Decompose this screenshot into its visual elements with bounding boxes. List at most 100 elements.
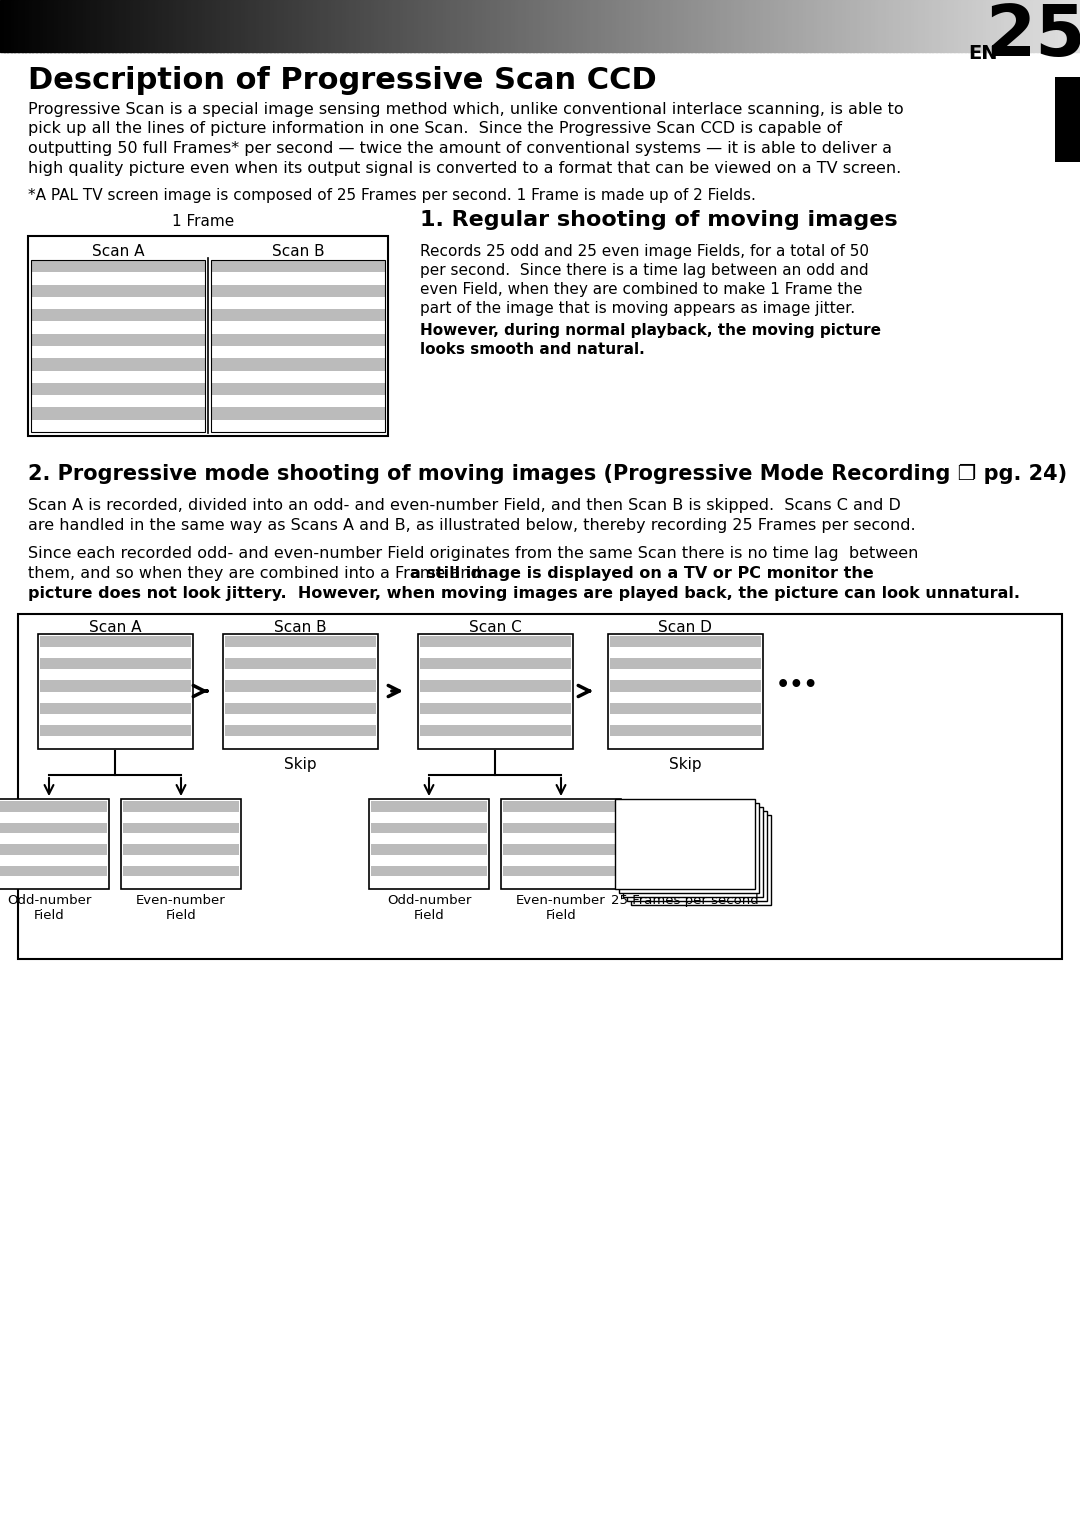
Bar — [617, 834, 753, 845]
Bar — [756, 0, 760, 52]
Bar — [1026, 0, 1030, 52]
Bar — [38, 635, 193, 750]
Bar — [225, 702, 376, 714]
Bar — [31, 408, 205, 420]
Bar — [342, 0, 347, 52]
Bar — [954, 0, 959, 52]
Bar — [420, 714, 571, 725]
Bar — [494, 0, 498, 52]
Bar — [896, 0, 901, 52]
Text: 1. Regular shooting of moving images: 1. Regular shooting of moving images — [420, 210, 897, 230]
Bar — [748, 0, 754, 52]
Bar — [610, 647, 761, 658]
Bar — [40, 647, 191, 658]
Bar — [29, 0, 33, 52]
Text: Since each recorded odd- and even-number Field originates from the same Scan the: Since each recorded odd- and even-number… — [28, 546, 918, 561]
Bar — [562, 0, 566, 52]
Bar — [501, 799, 621, 889]
Text: Scan A: Scan A — [89, 619, 141, 635]
Bar — [503, 802, 619, 812]
Bar — [432, 0, 436, 52]
Bar — [372, 812, 487, 823]
Bar — [396, 0, 401, 52]
Bar — [123, 812, 239, 823]
Bar — [799, 0, 804, 52]
Bar — [211, 396, 384, 408]
Bar — [353, 0, 357, 52]
Bar — [321, 0, 325, 52]
Bar — [788, 0, 793, 52]
Bar — [781, 0, 786, 52]
Bar — [420, 658, 571, 670]
Bar — [617, 823, 753, 834]
Bar — [259, 0, 264, 52]
Bar — [597, 0, 603, 52]
Bar — [1004, 0, 1009, 52]
Bar — [11, 0, 15, 52]
Bar — [176, 0, 181, 52]
Bar — [360, 0, 365, 52]
Bar — [346, 0, 350, 52]
Bar — [605, 0, 609, 52]
Text: *A PAL TV screen image is composed of 25 Frames per second. 1 Frame is made up o: *A PAL TV screen image is composed of 25… — [28, 189, 756, 202]
Bar — [454, 0, 458, 52]
Bar — [369, 799, 489, 889]
Bar — [0, 799, 109, 889]
Bar — [86, 0, 91, 52]
Bar — [306, 0, 311, 52]
Bar — [684, 0, 689, 52]
Bar — [630, 0, 635, 52]
Bar — [1077, 0, 1080, 52]
Bar — [90, 0, 95, 52]
Bar — [915, 0, 919, 52]
Bar — [608, 0, 613, 52]
Bar — [151, 0, 156, 52]
Bar — [205, 0, 210, 52]
Bar — [612, 0, 617, 52]
Bar — [338, 0, 343, 52]
Bar — [224, 0, 228, 52]
Bar — [1066, 0, 1070, 52]
Bar — [154, 0, 160, 52]
Bar — [284, 0, 289, 52]
Bar — [40, 691, 191, 702]
Bar — [610, 658, 761, 670]
Bar — [508, 0, 512, 52]
Bar — [372, 866, 487, 877]
Bar — [0, 855, 107, 866]
Bar — [248, 0, 253, 52]
Bar — [617, 802, 753, 812]
Bar — [43, 0, 48, 52]
Bar — [0, 0, 4, 52]
Bar — [617, 866, 753, 877]
Bar — [31, 396, 205, 408]
Bar — [651, 0, 657, 52]
Text: Scan A: Scan A — [92, 244, 145, 259]
Bar — [211, 273, 384, 285]
Bar — [610, 702, 761, 714]
Bar — [483, 0, 487, 52]
Bar — [503, 866, 619, 877]
Bar — [610, 691, 761, 702]
Bar — [889, 0, 894, 52]
Text: Odd-number
Field: Odd-number Field — [6, 894, 91, 921]
Bar — [227, 0, 231, 52]
Bar — [443, 0, 447, 52]
Bar — [1051, 0, 1056, 52]
Bar — [893, 0, 897, 52]
Bar — [116, 0, 120, 52]
Bar — [97, 0, 102, 52]
Bar — [839, 0, 843, 52]
Bar — [211, 310, 384, 322]
Bar — [225, 658, 376, 670]
Bar — [252, 0, 257, 52]
Bar — [68, 0, 73, 52]
Bar — [610, 670, 761, 681]
Bar — [46, 0, 52, 52]
Bar — [18, 615, 1062, 960]
Bar — [1015, 0, 1020, 52]
Bar — [569, 0, 573, 52]
Bar — [211, 334, 384, 346]
Bar — [1055, 0, 1059, 52]
Bar — [1018, 0, 1024, 52]
